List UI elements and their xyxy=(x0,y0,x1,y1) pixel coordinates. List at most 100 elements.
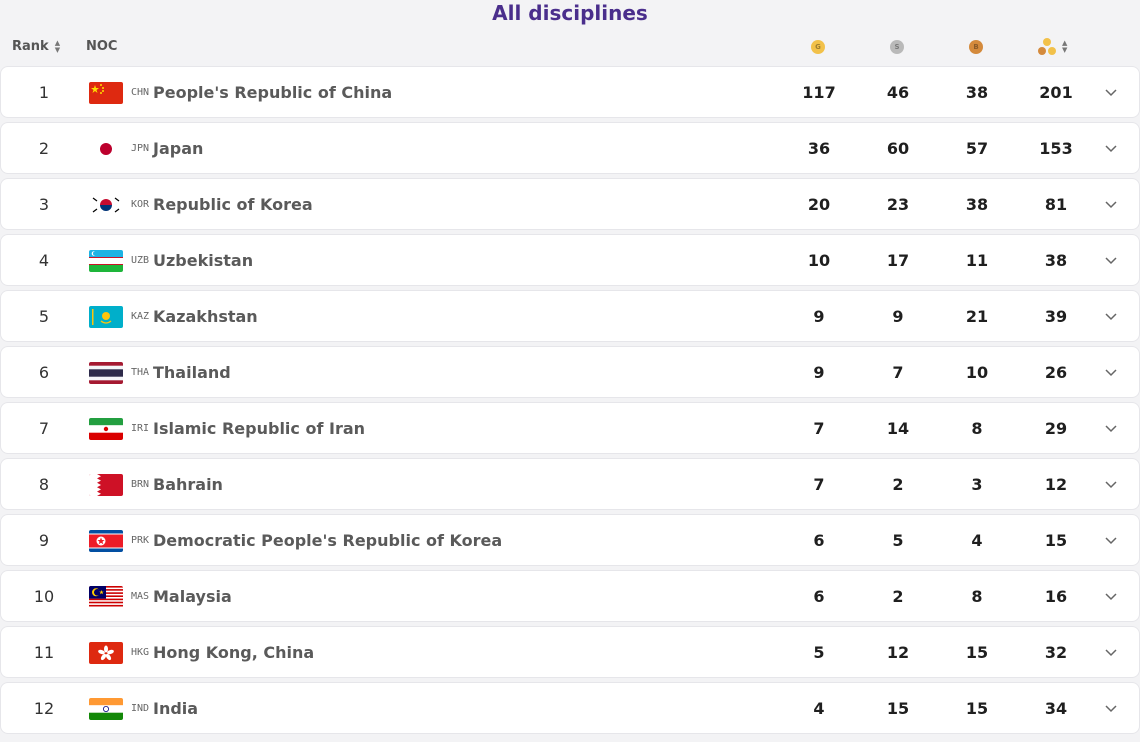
table-row[interactable]: 4 UZB Uzbekistan 10 17 11 38 xyxy=(0,234,1140,286)
rank-cell: 1 xyxy=(38,83,50,102)
flag-prk-icon xyxy=(89,530,123,552)
table-header: Rank ▲ ▼ NOC G S B ▲ ▼ xyxy=(0,34,1140,60)
bronze-count: 15 xyxy=(965,643,989,662)
silver-count: 60 xyxy=(886,139,910,158)
chevron-down-icon[interactable] xyxy=(1102,643,1120,661)
table-row[interactable]: 6 THA Thailand 9 7 10 26 xyxy=(0,346,1140,398)
sort-icon: ▲ ▼ xyxy=(54,38,61,54)
silver-count: 2 xyxy=(892,587,904,606)
total-count: 12 xyxy=(1044,475,1068,494)
chevron-down-icon[interactable] xyxy=(1102,307,1120,325)
silver-count: 9 xyxy=(892,307,904,326)
country-name: Thailand xyxy=(153,363,231,382)
gold-count: 36 xyxy=(807,139,831,158)
rank-cell: 10 xyxy=(33,587,55,606)
gold-count: 6 xyxy=(813,531,825,550)
country-name: Uzbekistan xyxy=(153,251,254,270)
silver-count: 12 xyxy=(886,643,910,662)
silver-count: 15 xyxy=(886,699,910,718)
country-name: Republic of Korea xyxy=(153,195,313,214)
gold-count: 6 xyxy=(813,587,825,606)
rank-cell: 12 xyxy=(33,699,55,718)
medal-table: 1 CHN People's Republic of China 117 46 … xyxy=(0,66,1140,738)
silver-count: 17 xyxy=(886,251,910,270)
table-row[interactable]: 11 HKG Hong Kong, China 5 12 15 32 xyxy=(0,626,1140,678)
flag-iri-icon xyxy=(89,418,123,440)
bronze-count: 3 xyxy=(971,475,983,494)
bronze-count: 4 xyxy=(971,531,983,550)
rank-cell: 5 xyxy=(38,307,50,326)
table-row[interactable]: 10 MAS Malaysia 6 2 8 16 xyxy=(0,570,1140,622)
gold-count: 117 xyxy=(802,83,836,102)
chevron-down-icon[interactable] xyxy=(1102,419,1120,437)
noc-code: MAS xyxy=(131,591,150,602)
total-medals-icon xyxy=(1038,38,1056,56)
total-count: 81 xyxy=(1044,195,1068,214)
table-row[interactable]: 2 JPN Japan 36 60 57 153 xyxy=(0,122,1140,174)
gold-count: 10 xyxy=(807,251,831,270)
noc-code: HKG xyxy=(131,647,150,658)
chevron-down-icon[interactable] xyxy=(1102,475,1120,493)
table-row[interactable]: 1 CHN People's Republic of China 117 46 … xyxy=(0,66,1140,118)
chevron-down-icon[interactable] xyxy=(1102,251,1120,269)
table-row[interactable]: 5 KAZ Kazakhstan 9 9 21 39 xyxy=(0,290,1140,342)
bronze-count: 38 xyxy=(965,83,989,102)
table-row[interactable]: 7 IRI Islamic Republic of Iran 7 14 8 29 xyxy=(0,402,1140,454)
table-row[interactable]: 3 KOR Republic of Korea 20 23 38 81 xyxy=(0,178,1140,230)
rank-cell: 7 xyxy=(38,419,50,438)
bronze-count: 57 xyxy=(965,139,989,158)
chevron-down-icon[interactable] xyxy=(1102,139,1120,157)
flag-brn-icon xyxy=(89,474,123,496)
gold-count: 4 xyxy=(813,699,825,718)
rank-cell: 3 xyxy=(38,195,50,214)
gold-count: 9 xyxy=(813,307,825,326)
table-row[interactable]: 8 BRN Bahrain 7 2 3 12 xyxy=(0,458,1140,510)
bronze-medal-icon: B xyxy=(969,40,983,54)
rank-cell: 6 xyxy=(38,363,50,382)
country-name: Kazakhstan xyxy=(153,307,258,326)
total-count: 29 xyxy=(1044,419,1068,438)
total-count: 201 xyxy=(1039,83,1073,102)
flag-tha-icon xyxy=(89,362,123,384)
chevron-down-icon[interactable] xyxy=(1102,83,1120,101)
silver-count: 7 xyxy=(892,363,904,382)
table-row[interactable]: 9 PRK Democratic People's Republic of Ko… xyxy=(0,514,1140,566)
noc-code: THA xyxy=(131,367,150,378)
chevron-down-icon[interactable] xyxy=(1102,195,1120,213)
country-name: Bahrain xyxy=(153,475,223,494)
country-name: Democratic People's Republic of Korea xyxy=(153,531,503,550)
gold-count: 5 xyxy=(813,643,825,662)
rank-cell: 9 xyxy=(38,531,50,550)
gold-medal-icon: G xyxy=(811,40,825,54)
gold-count: 9 xyxy=(813,363,825,382)
bronze-count: 10 xyxy=(965,363,989,382)
silver-count: 46 xyxy=(886,83,910,102)
total-count: 26 xyxy=(1044,363,1068,382)
total-sort-header[interactable]: ▲ ▼ xyxy=(1038,38,1067,56)
bronze-count: 15 xyxy=(965,699,989,718)
rank-cell: 2 xyxy=(38,139,50,158)
country-name: India xyxy=(153,699,199,718)
total-count: 39 xyxy=(1044,307,1068,326)
noc-code: BRN xyxy=(131,479,150,490)
rank-sort-header[interactable]: Rank ▲ ▼ xyxy=(12,39,60,54)
flag-kor-icon xyxy=(89,194,123,216)
total-count: 15 xyxy=(1044,531,1068,550)
bronze-count: 21 xyxy=(965,307,989,326)
noc-header-label: NOC xyxy=(86,39,118,54)
chevron-down-icon[interactable] xyxy=(1102,587,1120,605)
chevron-down-icon[interactable] xyxy=(1102,531,1120,549)
chevron-down-icon[interactable] xyxy=(1102,363,1120,381)
page-title: All disciplines xyxy=(492,1,648,25)
total-count: 38 xyxy=(1044,251,1068,270)
flag-uzb-icon xyxy=(89,250,123,272)
table-row[interactable]: 12 IND India 4 15 15 34 xyxy=(0,682,1140,734)
noc-code: CHN xyxy=(131,87,150,98)
chevron-down-icon[interactable] xyxy=(1102,699,1120,717)
country-name: Hong Kong, China xyxy=(153,643,315,662)
flag-hkg-icon xyxy=(89,642,123,664)
flag-mas-icon xyxy=(89,586,123,608)
bronze-count: 8 xyxy=(971,587,983,606)
flag-kaz-icon xyxy=(89,306,123,328)
gold-count: 7 xyxy=(813,419,825,438)
